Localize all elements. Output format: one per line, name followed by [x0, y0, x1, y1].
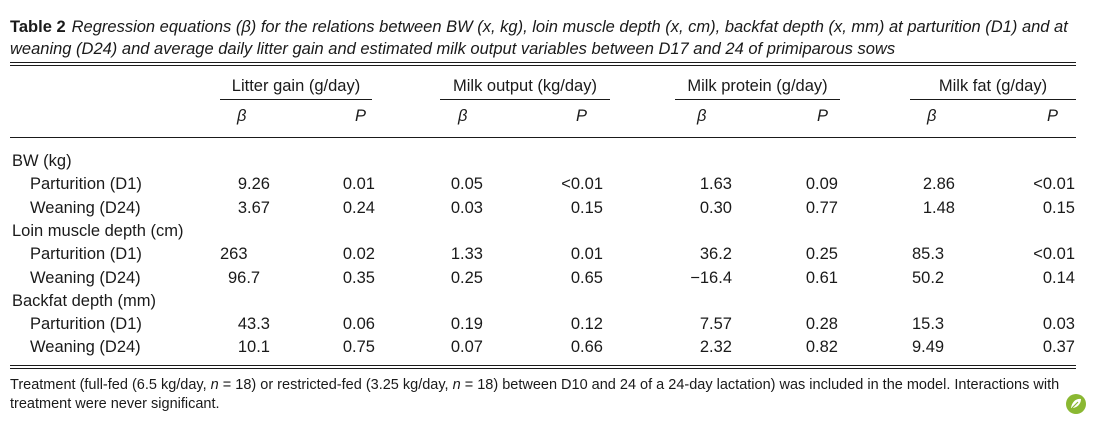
footnote-part1: Treatment (full-fed (6.5 kg/day,	[10, 377, 211, 393]
table-cell: 0.05	[450, 175, 483, 194]
table-cell: 0.25	[805, 245, 838, 264]
p-header: P	[1047, 107, 1059, 125]
table-cell: 0.01	[342, 175, 375, 194]
group-underline	[910, 99, 1076, 100]
table-cell: 0.65	[570, 268, 603, 287]
p-header: P	[576, 107, 588, 125]
table-cell: 0.15	[570, 198, 603, 217]
table-cell: −16.4	[690, 268, 732, 287]
table-cell: 10.1	[237, 338, 270, 357]
table-cell: 0.15	[1042, 198, 1075, 217]
table-cell: 0.30	[699, 198, 732, 217]
row-label: Parturition (D1)	[30, 175, 142, 194]
section-title: BW (kg)	[12, 152, 72, 170]
top-rule	[10, 62, 1076, 63]
table-cell: 0.07	[450, 338, 483, 357]
section-title: Loin muscle depth (cm)	[12, 221, 184, 240]
table-cell: <0.01	[1033, 245, 1075, 264]
table-cell: 9.49	[912, 338, 945, 357]
table-cell: 36.2	[699, 245, 732, 264]
table-cell: 0.09	[805, 175, 838, 194]
footnote-n1: n	[210, 377, 219, 393]
table-cell: 0.19	[450, 315, 483, 334]
table-cell: 0.75	[342, 338, 375, 357]
table-footnote: Treatment (full-fed (6.5 kg/day, n = 18)…	[10, 376, 1080, 414]
group-underline	[675, 99, 840, 100]
beta-header: β	[927, 107, 937, 125]
footnote-part3: = 18) between D10 and 24 of a 24-day lac…	[10, 377, 1060, 412]
table-cell: 0.12	[570, 315, 603, 334]
row-label: Parturition (D1)	[30, 315, 142, 334]
table-cell: 1.33	[450, 245, 483, 264]
table-cell: 0.06	[342, 315, 375, 334]
table-cell: 2.32	[699, 338, 732, 357]
table-cell: 43.3	[237, 315, 270, 334]
table-cell: 0.03	[450, 198, 483, 217]
top-rule-double	[10, 65, 1076, 66]
table-cell: 0.61	[805, 268, 838, 287]
beta-header: β	[458, 107, 468, 125]
table-cell: 0.37	[1042, 338, 1075, 357]
beta-header: β	[237, 107, 247, 125]
bottom-rule	[10, 365, 1076, 366]
table-cell: <0.01	[1033, 175, 1075, 194]
footnote-n2: n	[452, 377, 461, 393]
footnote-part2: = 18) or restricted-fed (3.25 kg/day,	[218, 377, 453, 393]
table-cell: 1.63	[699, 175, 732, 194]
table-cell: 0.14	[1042, 268, 1075, 287]
caption-text: Regression equations (β) for the relatio…	[10, 18, 1068, 58]
table-cell: 7.57	[699, 315, 732, 334]
group-underline	[440, 99, 610, 100]
table-cell: 1.48	[922, 198, 955, 217]
table-cell: 9.26	[237, 175, 270, 194]
table-cell: 0.35	[342, 268, 375, 287]
table-cell: 15.3	[912, 315, 945, 334]
table-cell: 0.28	[805, 315, 838, 334]
row-label: Weaning (D24)	[30, 338, 141, 357]
table-cell: <0.01	[561, 175, 603, 194]
table-cell: 96.7	[228, 268, 261, 287]
table-cell: 50.2	[912, 268, 945, 287]
table-caption: Table 2 Regression equations (β) for the …	[10, 16, 1090, 60]
beta-header: β	[697, 107, 707, 125]
table-cell: 0.02	[342, 245, 375, 264]
table-cell: 0.25	[450, 268, 483, 287]
table-cell: 0.82	[805, 338, 838, 357]
group-header: Milk protein (g/day)	[687, 77, 828, 95]
group-header: Litter gain (g/day)	[231, 77, 361, 95]
table-cell: 3.67	[237, 198, 270, 217]
p-header: P	[355, 107, 367, 125]
header-rule	[10, 137, 1076, 138]
table-cell: 0.77	[805, 198, 838, 217]
table-cell: 0.03	[1042, 315, 1075, 334]
group-header: Milk output (kg/day)	[453, 77, 597, 95]
row-label: Weaning (D24)	[30, 268, 141, 287]
table-cell: 85.3	[912, 245, 945, 264]
row-label: Weaning (D24)	[30, 198, 141, 217]
p-header: P	[817, 107, 829, 125]
section-title: Backfat depth (mm)	[12, 291, 156, 310]
leaf-badge-icon[interactable]	[1065, 393, 1087, 415]
group-underline	[220, 99, 372, 100]
bottom-rule-double	[10, 368, 1076, 369]
group-header: Milk fat (g/day)	[938, 77, 1048, 95]
table-cell: 0.01	[570, 245, 603, 264]
table-cell: 0.24	[342, 198, 375, 217]
table-cell: 2.86	[922, 175, 955, 194]
table-cell: 263	[220, 245, 248, 264]
row-label: Parturition (D1)	[30, 245, 142, 264]
table-cell: 0.66	[570, 338, 603, 357]
table-label: Table 2	[10, 18, 66, 36]
